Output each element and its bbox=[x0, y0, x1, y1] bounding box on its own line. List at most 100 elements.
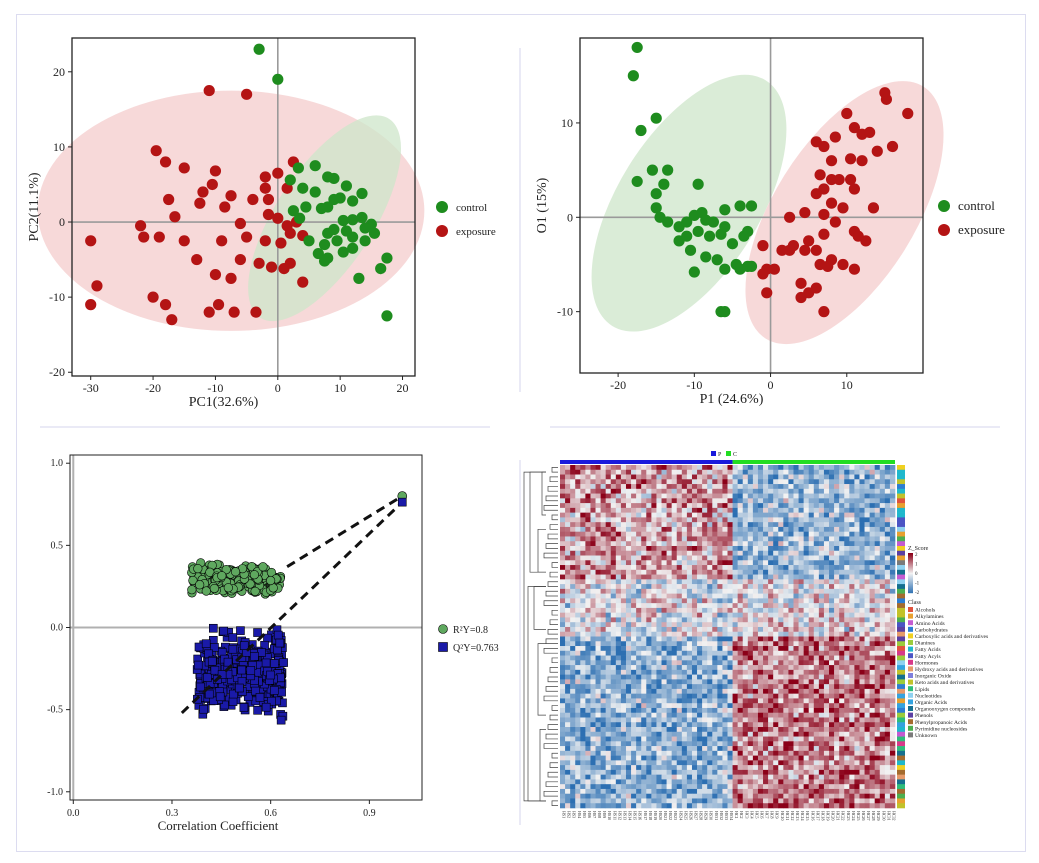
heatmap-cell bbox=[864, 679, 870, 685]
heatmap-cell bbox=[565, 727, 571, 733]
heatmap-cell bbox=[717, 474, 723, 480]
heatmap-cell bbox=[752, 593, 759, 599]
heatmap-cell bbox=[702, 612, 708, 618]
heatmap-cell bbox=[829, 617, 835, 623]
heatmap-cell bbox=[742, 698, 749, 704]
heatmap-cell bbox=[747, 588, 754, 594]
heatmap-cell bbox=[742, 731, 749, 737]
heatmap-cell bbox=[818, 669, 825, 675]
heatmap-cell bbox=[570, 574, 576, 580]
exposure-point bbox=[871, 145, 883, 157]
heatmap-cell bbox=[560, 550, 566, 556]
heatmap-cell bbox=[671, 641, 678, 647]
heatmap-cell bbox=[874, 503, 881, 509]
heatmap-cell bbox=[636, 512, 642, 518]
heatmap-cell bbox=[686, 669, 693, 675]
heatmap-cell bbox=[823, 746, 830, 752]
heatmap-cell bbox=[864, 474, 870, 480]
heatmap-cell bbox=[636, 560, 642, 566]
heatmap-cell bbox=[783, 631, 789, 637]
heatmap-cell bbox=[656, 545, 662, 552]
heatmap-cell bbox=[656, 517, 662, 523]
heatmap-cell bbox=[884, 750, 891, 756]
heatmap-cell bbox=[752, 731, 759, 737]
heatmap-cell bbox=[768, 646, 774, 652]
heatmap-cell bbox=[590, 531, 596, 537]
heatmap-cell bbox=[656, 469, 662, 475]
heatmap-cell bbox=[666, 498, 672, 504]
heatmap-cell bbox=[813, 679, 820, 685]
heatmap-cell bbox=[763, 722, 769, 728]
heatmap-cell bbox=[763, 665, 769, 671]
heatmap-cell bbox=[889, 517, 896, 523]
heatmap-cell bbox=[646, 574, 652, 580]
heatmap-cell bbox=[691, 593, 698, 599]
heatmap-cell bbox=[565, 622, 571, 628]
heatmap-cell bbox=[778, 660, 784, 666]
heatmap-cell bbox=[818, 498, 825, 504]
heatmap-cell bbox=[580, 731, 586, 737]
control-point bbox=[719, 306, 731, 318]
heatmap-cell bbox=[610, 465, 617, 471]
heatmap-cell bbox=[869, 626, 875, 633]
heatmap-cell bbox=[636, 712, 642, 718]
heatmap-cell bbox=[676, 707, 683, 714]
heatmap-cell bbox=[768, 746, 774, 752]
heatmap-cell bbox=[560, 755, 566, 761]
heatmap-cell bbox=[722, 665, 728, 671]
heatmap-cell bbox=[722, 531, 728, 537]
heatmap-cell bbox=[610, 731, 617, 737]
heatmap-cell bbox=[874, 665, 881, 671]
heatmap-cell bbox=[763, 593, 769, 599]
heatmap-cell bbox=[615, 493, 622, 499]
heatmap-cell bbox=[773, 636, 779, 642]
heatmap-cell bbox=[874, 688, 881, 694]
heatmap-cell bbox=[681, 469, 688, 475]
heatmap-cell bbox=[879, 650, 886, 656]
heatmap-cell bbox=[803, 750, 810, 756]
heatmap-cell bbox=[813, 560, 820, 566]
heatmap-cell bbox=[874, 517, 881, 523]
heatmap-cell bbox=[823, 465, 830, 471]
heatmap-cell bbox=[585, 741, 591, 747]
heatmap-cell bbox=[590, 731, 596, 737]
heatmap-cell bbox=[742, 545, 749, 552]
heatmap-cell bbox=[788, 688, 794, 694]
heatmap-cell bbox=[844, 703, 850, 709]
heatmap-cell bbox=[803, 584, 810, 590]
heatmap-cell bbox=[732, 526, 738, 532]
heatmap-cell bbox=[859, 650, 865, 656]
heatmap-cell bbox=[808, 550, 815, 556]
heatmap-cell bbox=[849, 588, 855, 594]
heatmap-cell bbox=[757, 712, 764, 718]
heatmap-cell bbox=[615, 503, 622, 509]
heatmap-cell bbox=[697, 679, 703, 685]
heatmap-cell bbox=[879, 498, 886, 504]
heatmap-cell bbox=[773, 717, 779, 723]
heatmap-cell bbox=[757, 679, 764, 685]
heatmap-cell bbox=[879, 722, 886, 728]
heatmap-cell bbox=[798, 584, 804, 590]
heatmap-cell bbox=[722, 503, 728, 509]
heatmap-cell bbox=[752, 741, 759, 747]
heatmap-cell bbox=[590, 669, 596, 675]
heatmap-cell bbox=[874, 693, 881, 699]
heatmap-cell bbox=[793, 622, 799, 628]
heatmap-cell bbox=[808, 655, 815, 661]
heatmap-cell bbox=[823, 679, 830, 685]
heatmap-cell bbox=[631, 693, 637, 699]
heatmap-cell bbox=[671, 493, 678, 499]
heatmap-cell bbox=[737, 555, 744, 561]
heatmap-cell bbox=[859, 646, 865, 652]
heatmap-cell bbox=[732, 550, 738, 556]
heatmap-cell bbox=[702, 727, 708, 733]
heatmap-cell bbox=[707, 474, 713, 480]
heatmap-cell bbox=[818, 703, 825, 709]
heatmap-cell bbox=[712, 550, 718, 556]
heatmap-cell bbox=[879, 612, 886, 618]
heatmap-cell bbox=[570, 503, 576, 509]
control-point bbox=[337, 214, 349, 227]
heatmap-cell bbox=[661, 474, 667, 480]
x-tick-label: -30 bbox=[83, 381, 99, 395]
heatmap-cell bbox=[585, 750, 591, 756]
